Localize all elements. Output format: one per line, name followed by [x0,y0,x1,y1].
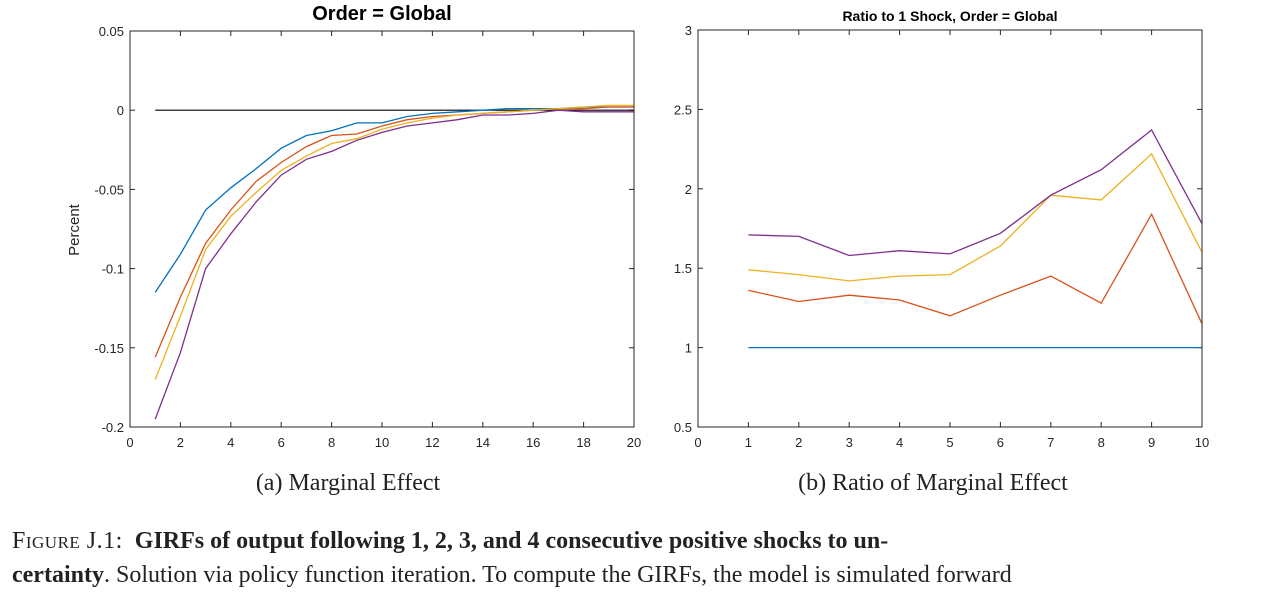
figure-label: Figure J.1: [12,528,123,554]
chart-a-ytick-label: 0.05 [99,24,124,39]
chart-b-ytick-label: 0.5 [674,420,692,435]
chart-a-title: Order = Global [312,3,451,25]
chart-b-xtick-label: 7 [1047,435,1054,450]
chart-a-xtick-label: 16 [526,435,540,450]
chart-b-xtick-label: 9 [1148,435,1155,450]
chart-a-ytick-label: -0.2 [102,420,124,435]
chart-a-series-line-4 [154,109,634,420]
chart-a-xtick-label: 12 [425,435,439,450]
chart-b-axes-box [697,29,1203,428]
chart-b-ytick-label: 2 [685,182,692,197]
panel-b-ratio: Ratio to 1 Shock, Order = Global 0 1 2 3 4 5 6… [674,8,1209,496]
chart-a-ytick-label: -0.1 [102,262,124,277]
chart-a-series-line-3 [154,104,634,380]
chart-a-xtick-label: 8 [328,435,335,450]
figure-canvas: Order = Global Percent 0 2 4 6 8 10 12 14 16 18 20… [66,3,1209,496]
chart-b-title: Ratio to 1 Shock, Order = Global [842,8,1057,24]
chart-b-ytick-label: 3 [685,23,692,38]
chart-b-xtick-label: 6 [997,435,1004,450]
caption-bold: GIRFs of output following 1, 2, 3, and 4… [134,528,889,554]
chart-a-ytick-label: -0.05 [94,182,124,197]
chart-b-ytick-label: 1 [685,341,692,356]
caption-rest: . Solution via policy function iteration… [103,562,1012,588]
chart-b-xtick-label: 8 [1098,435,1105,450]
chart-a-xtick-label: 0 [126,435,133,450]
figure-caption-line-1: Figure J.1: GIRFs of output following 1,… [12,528,1257,555]
chart-a-xtick-label: 14 [476,435,490,450]
chart-a-ylabel: Percent [66,203,83,256]
chart-a-series-line-1 [154,106,634,293]
chart-b-series-line-4 [748,129,1203,257]
chart-b-xtick-label: 3 [846,435,853,450]
caption-bold-2: certainty [12,562,104,588]
chart-b-xtick-label: 5 [946,435,953,450]
subcaption-b: (b) Ratio of Marginal Effect [798,470,1068,496]
chart-b-xtick-label: 2 [795,435,802,450]
chart-b-series-line-3 [748,152,1203,282]
chart-a-ytick-label: 0 [117,103,124,118]
chart-a-ytick-label: -0.15 [94,341,124,356]
chart-b-series-line-2 [748,212,1203,325]
chart-b-xtick-label: 4 [896,435,903,450]
chart-a-xtick-label: 20 [627,435,641,450]
chart-b-xtick-label: 0 [694,435,701,450]
figure-caption-line-2: certainty. Solution via policy function … [12,562,1257,589]
chart-a-axes-box [129,30,635,428]
chart-b-ytick-label: 2.5 [674,102,692,117]
chart-a-xtick-label: 4 [227,435,234,450]
chart-b-xtick-label: 1 [745,435,752,450]
chart-a-xtick-label: 10 [375,435,389,450]
chart-a-xtick-label: 6 [278,435,285,450]
chart-a-series-line-2 [154,106,634,358]
chart-b-ytick-label: 1.5 [674,261,692,276]
chart-a-xtick-label: 18 [576,435,590,450]
chart-a-xtick-label: 2 [177,435,184,450]
subcaption-a: (a) Marginal Effect [256,470,441,496]
chart-b-xtick-label: 10 [1195,435,1209,450]
panel-a-marginal-effect: Order = Global Percent 0 2 4 6 8 10 12 14 16 18 20… [66,3,641,496]
